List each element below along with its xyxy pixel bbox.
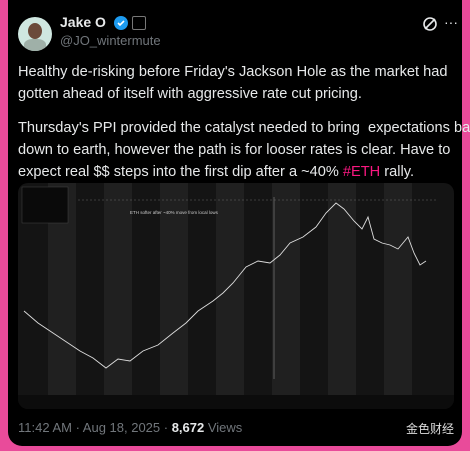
grok-icon[interactable] — [422, 16, 438, 32]
text-line: down to earth, however the path is for l… — [18, 142, 451, 158]
text: rally. — [380, 164, 415, 180]
timestamp[interactable]: 11:42 AM · Aug 18, 2025 · 8,672 Views — [18, 420, 242, 435]
time[interactable]: 11:42 AM · Aug 18, 2025 · — [18, 420, 172, 435]
verified-badge — [114, 16, 128, 30]
watermark: 金色财经 — [406, 422, 455, 436]
affiliate-badge — [132, 16, 146, 30]
text-line: expect real $$ steps into the first dip … — [18, 164, 414, 180]
text: expect real $$ steps into the first dip … — [18, 164, 343, 180]
chart-image[interactable]: ETH softer after ~40% move from local lo… — [18, 183, 454, 409]
more-menu[interactable]: ··· — [444, 14, 458, 30]
chart-annotation: ETH softer after ~40% move from local lo… — [130, 210, 219, 215]
hashtag[interactable]: #ETH — [342, 164, 381, 180]
avatar[interactable] — [18, 17, 52, 51]
view-count: 8,672 — [171, 420, 205, 435]
handle[interactable]: @JO_wintermute — [60, 33, 161, 48]
tweet-card: Jake O @JO_wintermute ··· Healthy de-ris… — [8, 0, 470, 446]
display-name[interactable]: Jake O — [60, 14, 106, 30]
text-line: Thursday's PPI provided the catalyst nee… — [18, 120, 470, 136]
text-line: gotten ahead of itself with aggressive r… — [18, 86, 362, 102]
views-label: Views — [204, 420, 243, 435]
text-line: Healthy de-risking before Friday's Jacks… — [18, 64, 448, 80]
